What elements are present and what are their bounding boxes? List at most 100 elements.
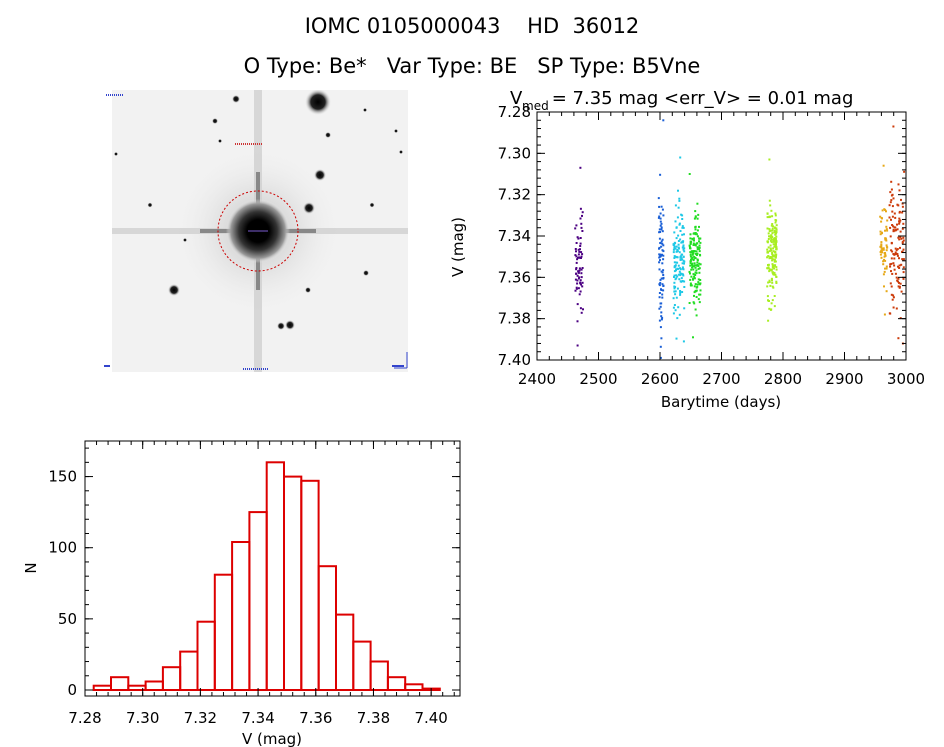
lc-point <box>892 296 895 299</box>
lc-point <box>580 283 582 286</box>
lc-point <box>770 269 773 272</box>
lc-point <box>897 183 900 186</box>
lc-point <box>898 285 901 288</box>
lc-point <box>694 226 697 229</box>
lc-point <box>775 280 778 283</box>
lc-point <box>885 239 888 242</box>
lc-point <box>577 271 580 274</box>
lc-point <box>891 224 894 226</box>
lc-point <box>579 279 582 282</box>
lc-point <box>689 255 692 258</box>
lc-point <box>690 284 693 287</box>
lc-point <box>769 248 772 251</box>
lc-point <box>688 173 691 175</box>
lc-point <box>575 224 578 227</box>
lc-point <box>675 237 678 240</box>
lc-point <box>771 229 774 232</box>
lc-point <box>775 253 778 256</box>
lc-point <box>774 212 777 215</box>
lc-point <box>673 266 676 269</box>
lc-point <box>895 252 898 255</box>
lc-point <box>882 247 885 250</box>
lc-point <box>770 256 773 259</box>
lc-point <box>698 271 701 274</box>
lc-point <box>694 256 697 259</box>
lc-point <box>775 224 778 227</box>
lc-point <box>693 294 695 297</box>
lc-point <box>769 256 772 259</box>
lc-point <box>767 255 770 258</box>
lc-point <box>771 253 774 256</box>
lc-point <box>766 267 769 270</box>
lc-point <box>767 246 770 249</box>
lc-point <box>574 227 577 230</box>
lc-point <box>885 225 888 228</box>
lc-point <box>775 240 778 243</box>
lc-point <box>775 239 777 242</box>
lc-point <box>767 267 770 270</box>
lc-point <box>693 239 695 242</box>
lc-point <box>775 282 778 284</box>
lc-point <box>879 230 882 233</box>
lc-point <box>673 231 676 234</box>
lc-point <box>692 252 695 255</box>
lc-point <box>770 249 773 252</box>
lc-point <box>775 248 778 251</box>
lc-point <box>659 242 662 244</box>
lc-point <box>691 256 694 259</box>
lc-point <box>662 250 665 253</box>
lc-point <box>577 271 580 274</box>
lc-point <box>694 257 697 260</box>
hist-bar <box>213 573 234 692</box>
lc-point <box>582 308 584 311</box>
lc-point <box>773 258 776 261</box>
lc-point <box>581 285 584 288</box>
lc-point <box>683 262 685 265</box>
lc-point <box>676 275 679 278</box>
lc-point <box>689 272 691 275</box>
lc-point <box>894 216 897 219</box>
lc-point <box>698 237 701 240</box>
lc-point <box>690 258 692 261</box>
lc-point <box>769 268 772 271</box>
lc-point <box>689 233 692 236</box>
lc-point <box>695 286 698 289</box>
lc-point <box>660 240 663 243</box>
lc-point <box>672 312 675 315</box>
lc-point <box>576 303 579 306</box>
lc-point <box>674 264 677 267</box>
lc-point <box>774 253 777 256</box>
lc-point <box>682 340 685 343</box>
lc-point <box>694 233 697 236</box>
lc-point <box>771 264 774 267</box>
lc-point <box>774 255 777 258</box>
lc-point <box>770 234 773 237</box>
hist-x-tick-label: 7.32 <box>184 709 217 727</box>
lc-point <box>880 249 883 252</box>
lc-point <box>675 296 678 299</box>
lc-point <box>694 308 697 311</box>
lc-point <box>901 205 904 208</box>
lc-point <box>575 287 578 290</box>
lc-point <box>679 268 682 271</box>
lc-point <box>682 244 685 247</box>
lc-point <box>898 264 901 267</box>
lc-point <box>576 236 579 239</box>
lc-point <box>679 292 682 294</box>
lc-point <box>775 228 778 231</box>
lc-point <box>894 229 897 232</box>
lc-point <box>890 285 893 288</box>
lc-point <box>673 281 676 284</box>
lc-point <box>699 293 702 296</box>
lc-point <box>903 170 906 173</box>
lc-point <box>577 287 580 290</box>
lc-point <box>766 285 769 288</box>
lc-y-tick-label: 7.34 <box>498 227 531 245</box>
lc-point <box>577 256 579 259</box>
lc-point <box>692 232 695 235</box>
lc-point <box>900 237 903 240</box>
lc-point <box>889 235 892 238</box>
lc-point <box>579 282 582 285</box>
lc-point <box>576 282 579 285</box>
lc-point <box>901 227 904 230</box>
